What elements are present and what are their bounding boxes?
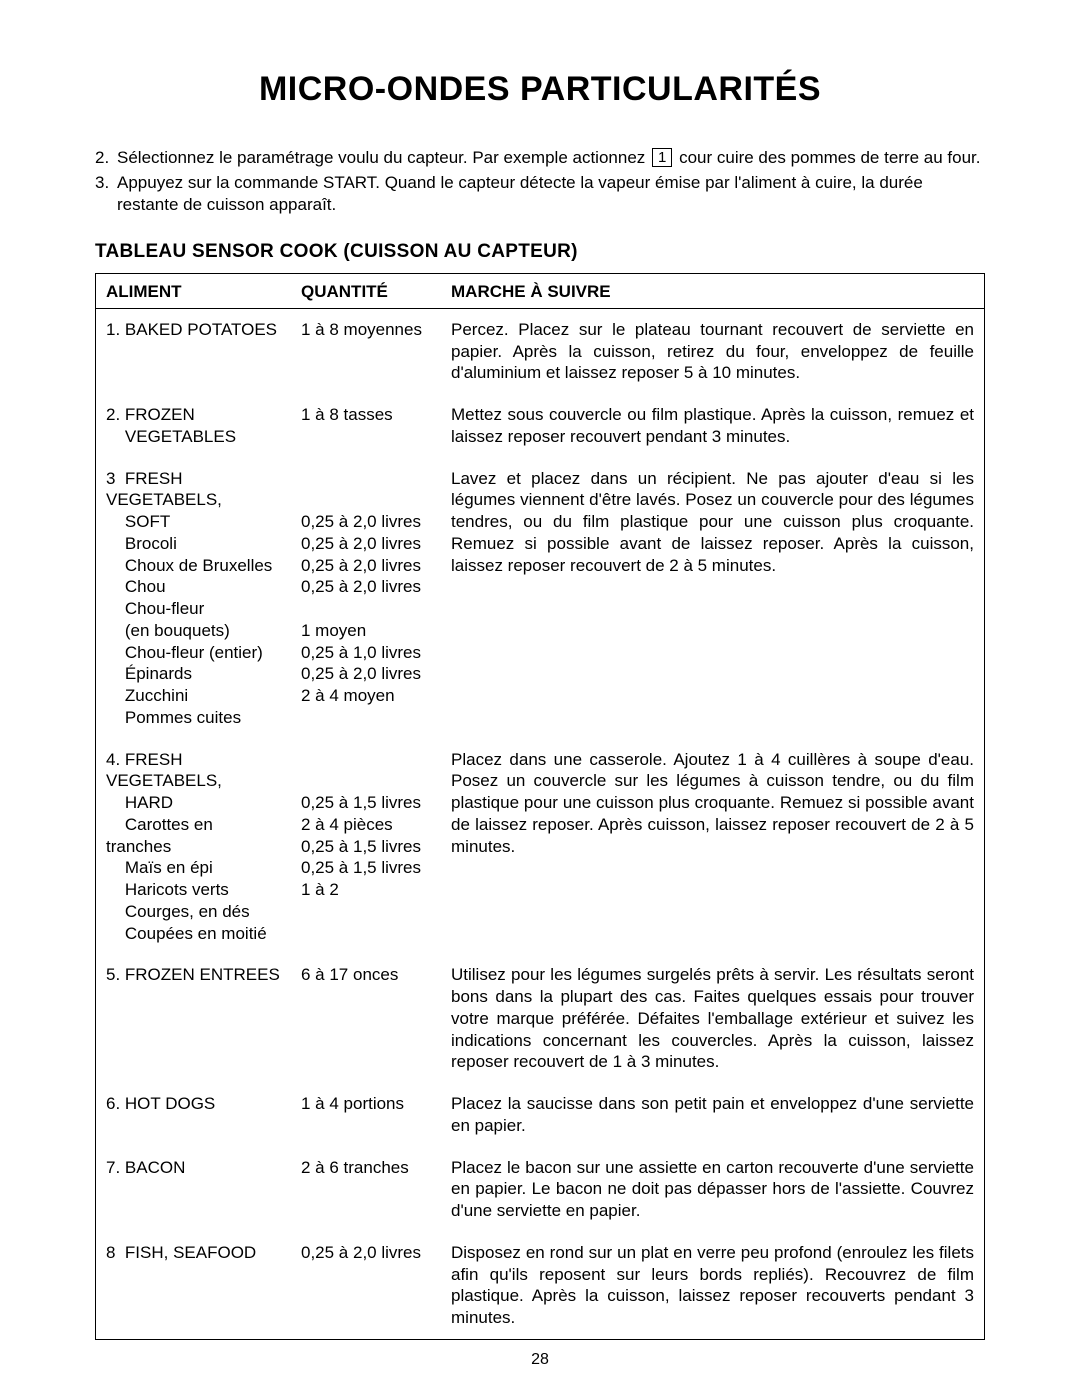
cell-quantite: 0,25 à 2,0 livres — [291, 1232, 441, 1340]
cell-procedure: Placez la saucisse dans son petit pain e… — [441, 1083, 985, 1147]
cell-quantite: 1 à 4 portions — [291, 1083, 441, 1147]
cell-quantite: 1 à 8 moyennes — [291, 308, 441, 394]
col-header-quantite: QUANTITÉ — [291, 273, 441, 308]
instruction-number: 2. — [95, 147, 117, 168]
table-row: 3 FRESH VEGETABELS, SOFT Brocoli Choux d… — [96, 458, 985, 739]
table-row: 4. FRESH VEGETABELS, HARD Carottes en tr… — [96, 739, 985, 955]
cell-procedure: Utilisez pour les légumes surgelés prêts… — [441, 954, 985, 1083]
instruction-text: Appuyez sur la commande START. Quand le … — [117, 172, 985, 215]
table-header-row: ALIMENT QUANTITÉ MARCHE À SUIVRE — [96, 273, 985, 308]
section-heading: TABLEAU SENSOR COOK (CUISSON AU CAPTEUR) — [95, 241, 985, 263]
cell-aliment: 6. HOT DOGS — [96, 1083, 292, 1147]
col-header-marche: MARCHE À SUIVRE — [441, 273, 985, 308]
table-row: 6. HOT DOGS1 à 4 portionsPlacez la sauci… — [96, 1083, 985, 1147]
cell-aliment: 2. FROZEN VEGETABLES — [96, 394, 292, 458]
page: MICRO-ONDES PARTICULARITÉS 2.Sélectionne… — [0, 0, 1080, 1397]
page-number: 28 — [0, 1351, 1080, 1369]
page-title: MICRO-ONDES PARTICULARITÉS — [95, 70, 985, 109]
cell-quantite: 0,25 à 2,0 livres0,25 à 2,0 livres0,25 à… — [291, 458, 441, 739]
cell-procedure: Disposez en rond sur un plat en verre pe… — [441, 1232, 985, 1340]
cell-procedure: Lavez et placez dans un récipient. Ne pa… — [441, 458, 985, 739]
instruction-item: 2.Sélectionnez le paramétrage voulu du c… — [95, 147, 985, 168]
table-row: 8 FISH, SEAFOOD0,25 à 2,0 livresDisposez… — [96, 1232, 985, 1340]
instructions-block: 2.Sélectionnez le paramétrage voulu du c… — [95, 147, 985, 215]
cell-aliment: 1. BAKED POTATOES — [96, 308, 292, 394]
table-row: 2. FROZEN VEGETABLES1 à 8 tassesMettez s… — [96, 394, 985, 458]
table-row: 5. FROZEN ENTREES6 à 17 oncesUtilisez po… — [96, 954, 985, 1083]
instruction-number: 3. — [95, 172, 117, 215]
keycap-icon: 1 — [652, 148, 672, 167]
cell-aliment: 7. BACON — [96, 1147, 292, 1232]
cell-procedure: Percez. Placez sur le plateau tournant r… — [441, 308, 985, 394]
cell-quantite: 2 à 6 tranches — [291, 1147, 441, 1232]
sensor-cook-table: ALIMENT QUANTITÉ MARCHE À SUIVRE 1. BAKE… — [95, 273, 985, 1340]
cell-procedure: Mettez sous couvercle ou film plastique.… — [441, 394, 985, 458]
instruction-text: Sélectionnez le paramétrage voulu du cap… — [117, 147, 985, 168]
cell-quantite: 1 à 8 tasses — [291, 394, 441, 458]
cell-procedure: Placez le bacon sur une assiette en cart… — [441, 1147, 985, 1232]
cell-quantite: 6 à 17 onces — [291, 954, 441, 1083]
cell-aliment: 5. FROZEN ENTREES — [96, 954, 292, 1083]
table-row: 7. BACON2 à 6 tranchesPlacez le bacon su… — [96, 1147, 985, 1232]
col-header-aliment: ALIMENT — [96, 273, 292, 308]
cell-aliment: 4. FRESH VEGETABELS, HARD Carottes en tr… — [96, 739, 292, 955]
table-row: 1. BAKED POTATOES1 à 8 moyennesPercez. P… — [96, 308, 985, 394]
instruction-item: 3.Appuyez sur la commande START. Quand l… — [95, 172, 985, 215]
cell-aliment: 8 FISH, SEAFOOD — [96, 1232, 292, 1340]
cell-aliment: 3 FRESH VEGETABELS, SOFT Brocoli Choux d… — [96, 458, 292, 739]
cell-procedure: Placez dans une casserole. Ajoutez 1 à 4… — [441, 739, 985, 955]
cell-quantite: 0,25 à 1,5 livres2 à 4 pièces0,25 à 1,5 … — [291, 739, 441, 955]
